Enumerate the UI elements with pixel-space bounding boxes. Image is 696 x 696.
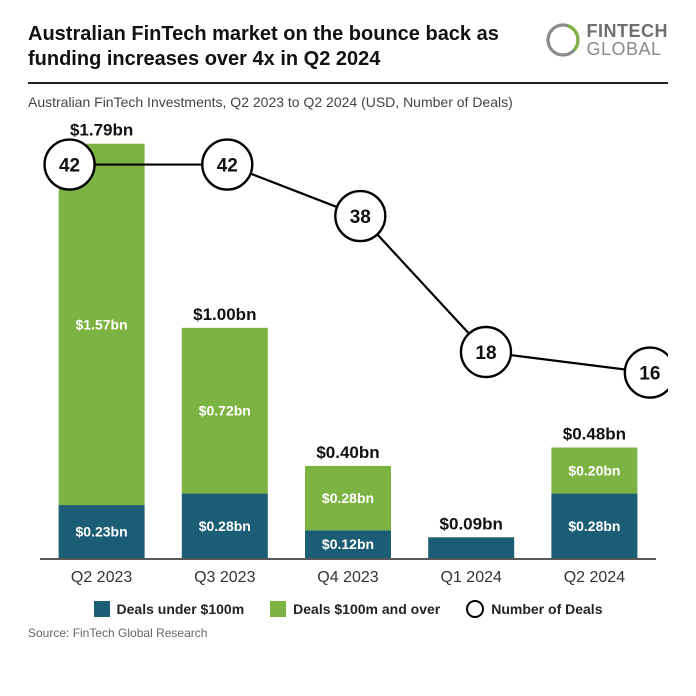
chart-svg: $0.23bn $1.57bn $1.79bn Q2 2023 $0.28bn $0.72… <box>28 116 668 596</box>
svg-text:Q4 2023: Q4 2023 <box>317 569 378 586</box>
chart-subtitle: Australian FinTech Investments, Q2 2023 … <box>28 94 668 110</box>
svg-text:Q2 2023: Q2 2023 <box>71 569 132 586</box>
legend-over: Deals $100m and over <box>270 601 440 617</box>
svg-text:16: 16 <box>639 364 660 385</box>
svg-text:42: 42 <box>59 156 80 177</box>
svg-text:$1.57bn: $1.57bn <box>76 316 128 332</box>
legend-under: Deals under $100m <box>94 601 245 617</box>
source-text: Source: FinTech Global Research <box>28 626 668 640</box>
svg-text:$1.79bn: $1.79bn <box>70 121 133 140</box>
svg-text:Q3 2023: Q3 2023 <box>194 569 255 586</box>
svg-text:42: 42 <box>217 156 238 177</box>
svg-text:$0.40bn: $0.40bn <box>316 443 379 462</box>
swatch-under <box>94 601 110 617</box>
legend-deals: Number of Deals <box>466 600 602 618</box>
swatch-over <box>270 601 286 617</box>
legend: Deals under $100m Deals $100m and over N… <box>28 600 668 618</box>
header: Australian FinTech market on the bounce … <box>28 22 668 72</box>
svg-text:Q1 2024: Q1 2024 <box>441 569 502 586</box>
svg-text:$0.09bn: $0.09bn <box>440 514 503 533</box>
svg-text:$0.48bn: $0.48bn <box>563 425 626 444</box>
svg-text:18: 18 <box>475 343 496 364</box>
svg-text:38: 38 <box>350 207 371 228</box>
svg-text:$0.20bn: $0.20bn <box>568 463 620 479</box>
logo-text: FINTECH GLOBAL <box>587 22 669 58</box>
chart-area: $0.23bn $1.57bn $1.79bn Q2 2023 $0.28bn $0.72… <box>28 116 668 596</box>
divider <box>28 82 668 84</box>
svg-text:$1.00bn: $1.00bn <box>193 305 256 324</box>
svg-text:Q2 2024: Q2 2024 <box>564 569 625 586</box>
page-title: Australian FinTech market on the bounce … <box>28 22 518 72</box>
swatch-deals <box>466 600 484 618</box>
svg-text:$0.28bn: $0.28bn <box>568 518 620 534</box>
logo: FINTECH GLOBAL <box>545 22 669 58</box>
svg-text:$0.28bn: $0.28bn <box>199 518 251 534</box>
svg-text:$0.12bn: $0.12bn <box>322 536 374 552</box>
logo-icon <box>545 22 581 58</box>
svg-text:$0.28bn: $0.28bn <box>322 490 374 506</box>
svg-text:$0.72bn: $0.72bn <box>199 403 251 419</box>
svg-text:$0.23bn: $0.23bn <box>76 524 128 540</box>
